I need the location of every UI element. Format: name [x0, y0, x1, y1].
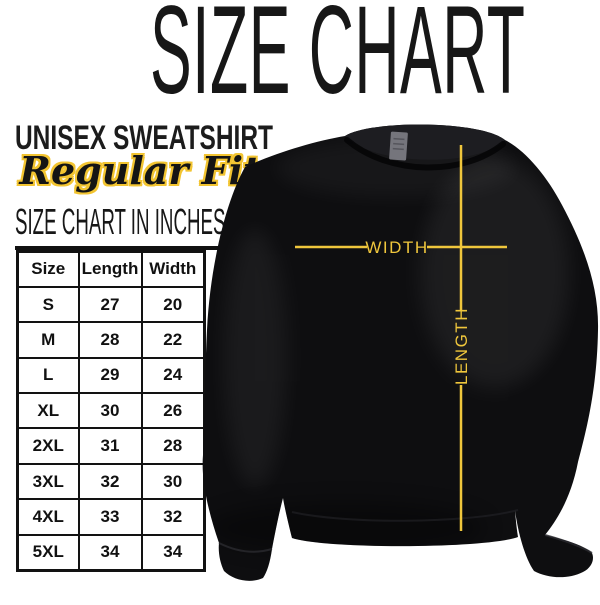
length-cell: 33 — [77, 498, 143, 536]
width-cell: 32 — [140, 498, 206, 536]
page-title: SIZE CHART — [150, 0, 526, 120]
fit-label: Regular Fit — [19, 148, 261, 193]
length-cell: 30 — [77, 392, 143, 430]
product-name: UNISEX SWEATSHIRT — [15, 119, 273, 157]
column-header-width: Width — [140, 250, 206, 288]
column-header-size: Size — [16, 250, 80, 288]
table-row: 2XL 31 28 — [16, 427, 206, 465]
width-cell: 34 — [140, 533, 206, 572]
table-row: L 29 24 — [16, 356, 206, 395]
length-cell: 27 — [77, 285, 143, 324]
size-cell: L — [16, 356, 80, 395]
size-cell: 3XL — [16, 462, 80, 501]
table-row: 3XL 32 30 — [16, 462, 206, 501]
table-row: M 28 22 — [16, 321, 206, 359]
size-cell: 2XL — [16, 427, 80, 465]
collar — [345, 124, 505, 160]
width-label: WIDTH — [365, 238, 428, 257]
size-cell: 4XL — [16, 498, 80, 536]
length-cell: 28 — [77, 321, 143, 359]
neck-tag — [389, 131, 408, 161]
width-cell: 28 — [140, 427, 206, 465]
size-cell: XL — [16, 392, 80, 430]
size-cell: M — [16, 321, 80, 359]
sweatshirt-photo: WIDTH LENGTH — [202, 124, 599, 581]
width-cell: 26 — [140, 392, 206, 430]
length-cell: 31 — [77, 427, 143, 465]
width-cell: 30 — [140, 462, 206, 501]
table-row: S 27 20 — [16, 285, 206, 324]
length-cell: 32 — [77, 462, 143, 501]
table-row: XL 30 26 — [16, 392, 206, 430]
length-cell: 29 — [77, 356, 143, 395]
width-cell: 24 — [140, 356, 206, 395]
neckline-shadow — [344, 137, 506, 171]
table-row: 5XL 34 34 — [16, 533, 206, 572]
size-table-heading: SIZE CHART IN INCHES — [15, 204, 226, 250]
table-row: 4XL 33 32 — [16, 498, 206, 536]
size-cell: 5XL — [16, 533, 80, 572]
sweatshirt-figure: WIDTH LENGTH — [195, 108, 600, 600]
length-label: LENGTH — [452, 307, 471, 385]
column-header-length: Length — [77, 250, 143, 288]
size-cell: S — [16, 285, 80, 324]
size-table: Size Length Width S 27 20 M 28 22 L 29 2… — [16, 250, 206, 572]
table-header-row: Size Length Width — [16, 250, 206, 288]
length-cell: 34 — [77, 533, 143, 572]
width-cell: 22 — [140, 321, 206, 359]
width-cell: 20 — [140, 285, 206, 324]
